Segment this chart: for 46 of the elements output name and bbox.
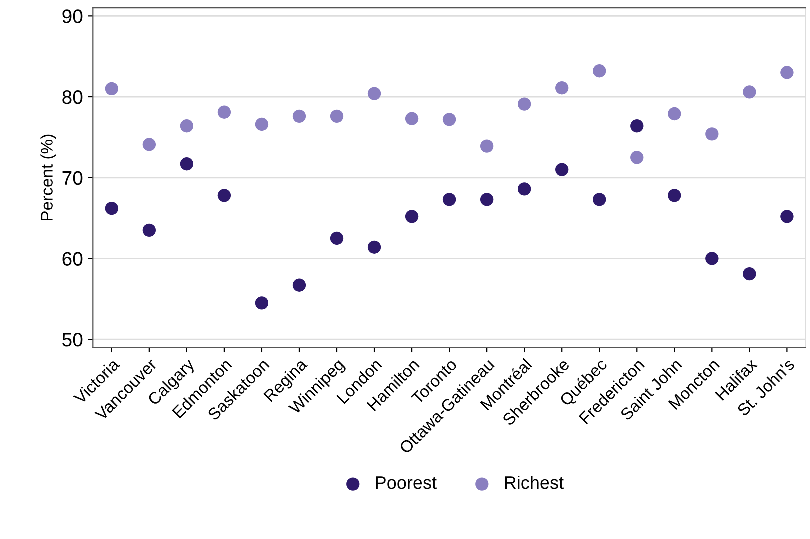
legend-label: Poorest	[376, 476, 437, 490]
point	[630, 120, 644, 133]
point	[630, 151, 644, 164]
y-tick-label: 50	[62, 333, 83, 347]
point	[743, 267, 756, 281]
point	[255, 118, 269, 132]
point	[780, 210, 794, 224]
point	[556, 163, 569, 176]
point	[368, 240, 382, 254]
point	[518, 98, 532, 111]
y-tick-label: 60	[62, 252, 83, 266]
point	[780, 66, 794, 80]
point	[105, 202, 118, 216]
point	[180, 120, 194, 133]
point	[368, 87, 382, 100]
point	[218, 106, 232, 119]
point	[330, 110, 344, 124]
point	[405, 112, 419, 126]
legend-label: Richest	[505, 476, 564, 490]
point	[292, 278, 306, 292]
point	[142, 224, 156, 238]
point	[442, 113, 456, 126]
y-tick-label: 90	[62, 10, 83, 24]
point	[593, 64, 606, 78]
point	[180, 158, 194, 171]
point	[292, 110, 306, 124]
y-axis-title: Percent (%)	[40, 134, 56, 220]
point	[668, 189, 682, 202]
point	[593, 193, 606, 206]
y-tick-label: 80	[62, 90, 83, 104]
point	[218, 189, 232, 202]
point	[743, 86, 756, 99]
point	[706, 128, 719, 141]
point	[442, 193, 456, 206]
point	[668, 107, 682, 121]
point	[706, 252, 719, 266]
point	[518, 182, 532, 196]
point	[480, 193, 494, 206]
point	[330, 232, 344, 246]
point	[142, 138, 156, 152]
y-tick-label: 70	[62, 171, 83, 186]
point	[405, 210, 419, 224]
point	[556, 82, 569, 95]
point	[480, 140, 494, 153]
point	[105, 82, 118, 96]
point	[255, 296, 269, 310]
